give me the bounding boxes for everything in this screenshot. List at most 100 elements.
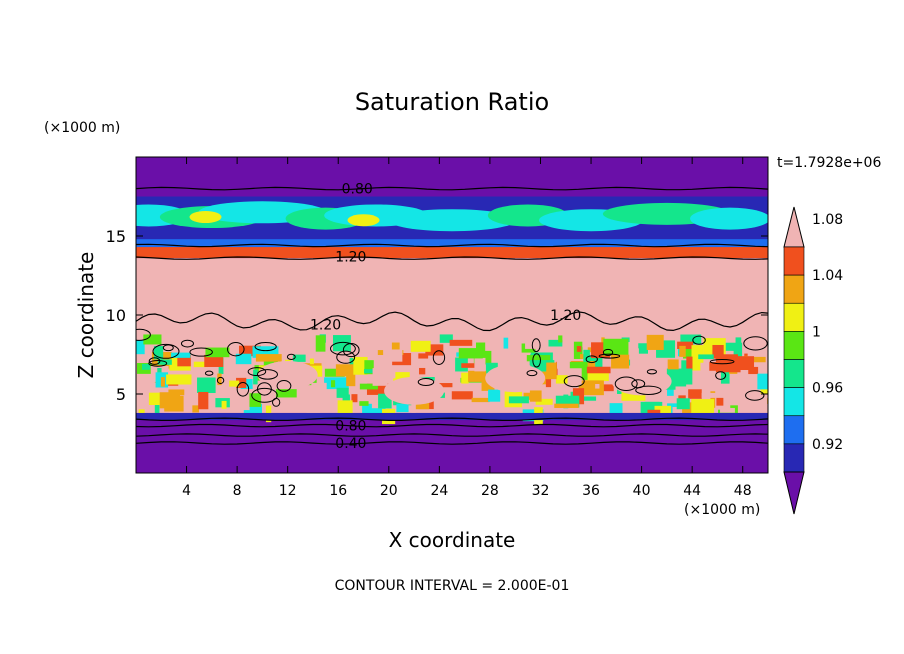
contour-loop: [180, 339, 194, 348]
cloud-cell: [315, 335, 326, 352]
cloud-cell: [686, 356, 693, 370]
cloud-cell: [235, 353, 252, 365]
cloud-cell: [171, 352, 191, 358]
colorbar-label: 1: [812, 324, 821, 340]
cloud-cell: [236, 392, 250, 411]
cloud-cell: [437, 383, 453, 388]
x-tick-label: 36: [582, 483, 600, 499]
x-tick-label: 40: [633, 483, 651, 499]
cloud-cell: [688, 389, 702, 399]
cloud-cell: [324, 368, 345, 377]
cloud-cell: [349, 358, 357, 367]
cloud-cell: [546, 362, 557, 380]
x-tick-label: 4: [182, 483, 191, 499]
cloud-cell: [563, 394, 569, 409]
x-axis-unit: (×1000 m): [684, 502, 761, 518]
cloud-cell: [342, 394, 350, 406]
contour-loop: [715, 371, 727, 380]
cloud-cell: [554, 403, 579, 408]
cloud-cell: [359, 401, 369, 406]
cloud-cell: [720, 407, 735, 413]
contour-loop: [251, 387, 278, 403]
contour-line: [136, 311, 768, 332]
cloud-cell: [411, 399, 416, 417]
contour-loop: [709, 358, 735, 365]
contour-loop: [254, 342, 277, 352]
colorbar-label: 0.96: [812, 381, 843, 397]
cloud-cell: [410, 340, 431, 352]
contour-loop: [152, 343, 180, 359]
cloud-cell: [735, 337, 742, 346]
contour-loop: [276, 380, 292, 392]
cloud-cell: [425, 344, 444, 356]
saturated-pocket: [257, 361, 318, 390]
cloud-cell: [709, 362, 729, 371]
cloud-cell: [471, 397, 490, 403]
cloud-cell: [667, 359, 679, 370]
cloud-cell: [221, 400, 227, 409]
colorbar-label: 1.04: [812, 268, 843, 284]
cloud-cell: [742, 341, 758, 354]
upper-moist-core: [347, 214, 380, 227]
cloud-cell: [742, 393, 768, 411]
cloud-cell: [508, 396, 529, 404]
contour-loop: [227, 342, 245, 357]
contour-label: 0.40: [335, 436, 366, 452]
contour-loop: [417, 378, 435, 387]
cloud-cell: [177, 354, 191, 367]
cloud-cell: [458, 348, 483, 359]
cloud-cell: [252, 346, 279, 358]
contour-loop: [286, 353, 296, 360]
contour-loop: [136, 328, 151, 341]
cloud-cell: [732, 356, 755, 370]
contour-loop: [329, 341, 356, 356]
contour-loop: [743, 336, 768, 351]
contour-loop: [692, 335, 706, 345]
cloud-cell: [142, 363, 151, 370]
upper-moist-cell: [690, 207, 768, 230]
x-tick-label: 24: [430, 483, 448, 499]
cloud-cell: [351, 394, 358, 403]
x-tick-label: 32: [532, 483, 550, 499]
contour-loop: [216, 376, 225, 384]
contour-loop: [247, 367, 267, 377]
cloud-cell: [324, 377, 349, 390]
upper-moist-core: [189, 211, 222, 224]
cloud-cell: [638, 346, 649, 354]
colorbar-segment: [783, 415, 805, 445]
cloud-cell: [396, 403, 409, 413]
cloud-cell: [680, 334, 702, 345]
cloud-cell: [136, 339, 145, 355]
cloud-cell: [371, 399, 381, 409]
cloud-cell: [296, 342, 315, 354]
cloud-cell: [372, 368, 388, 386]
cloud-cell: [364, 369, 381, 374]
cloud-cell: [330, 380, 336, 388]
contour-loop: [531, 338, 541, 353]
contour-loop: [236, 381, 250, 397]
contour-loop: [646, 369, 658, 375]
cloud-cell: [603, 338, 629, 356]
cloud-cell: [193, 361, 208, 368]
cloud-cell: [174, 392, 201, 399]
cloud-cell: [143, 334, 162, 345]
cloud-cell: [555, 375, 568, 384]
cloud-cell: [688, 360, 701, 371]
contour-line: [136, 417, 768, 422]
colorbar-segment: [783, 443, 805, 473]
cloud-cell: [198, 391, 209, 410]
cloud-cell: [217, 373, 222, 386]
cloud-cell: [255, 354, 282, 362]
y-axis: 5 10 15: [106, 227, 768, 404]
x-axis: 4 8 12 16 20 24 28 32 36 40 44 48: [182, 157, 752, 499]
cloud-cell: [691, 345, 704, 363]
cloud-cell: [197, 377, 216, 393]
layer-cloud-base: [136, 412, 768, 421]
colorbar: 0.92 0.96 1 1.04 1.08: [783, 206, 843, 515]
contour-loop: [189, 347, 213, 357]
x-tick-label: 8: [233, 483, 242, 499]
cloud-cell: [461, 363, 481, 368]
contour-loop: [148, 359, 168, 367]
cloud-cell: [523, 392, 534, 400]
